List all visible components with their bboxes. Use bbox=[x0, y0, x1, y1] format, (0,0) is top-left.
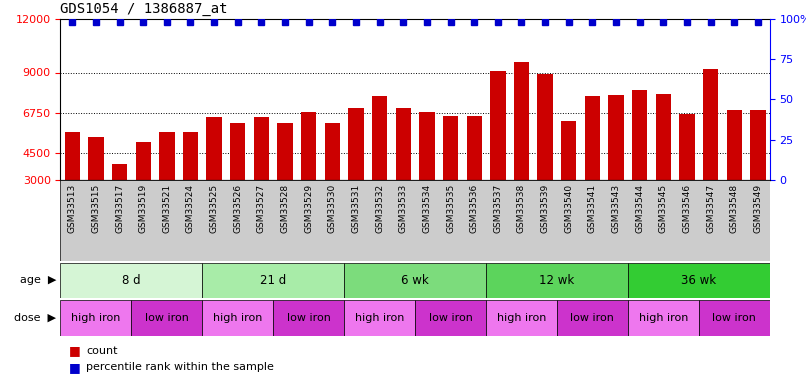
Bar bbox=[655, 94, 671, 180]
Text: GSM33541: GSM33541 bbox=[588, 184, 597, 233]
Text: dose  ▶: dose ▶ bbox=[15, 313, 56, 323]
Bar bbox=[277, 123, 293, 180]
Text: GSM33513: GSM33513 bbox=[68, 184, 77, 233]
Bar bbox=[112, 164, 127, 180]
Text: high iron: high iron bbox=[355, 313, 405, 323]
Text: low iron: low iron bbox=[429, 313, 472, 323]
Bar bbox=[206, 117, 222, 180]
Bar bbox=[325, 123, 340, 180]
Text: GSM33534: GSM33534 bbox=[422, 184, 431, 233]
Text: GSM33519: GSM33519 bbox=[139, 184, 147, 233]
Text: low iron: low iron bbox=[145, 313, 189, 323]
Text: GSM33527: GSM33527 bbox=[257, 184, 266, 233]
Bar bbox=[159, 132, 175, 180]
Bar bbox=[538, 74, 553, 180]
Text: low iron: low iron bbox=[713, 313, 756, 323]
Text: high iron: high iron bbox=[71, 313, 121, 323]
Bar bbox=[254, 117, 269, 180]
Bar bbox=[301, 112, 317, 180]
Bar bbox=[88, 137, 104, 180]
Bar bbox=[490, 71, 505, 180]
Text: GSM33530: GSM33530 bbox=[328, 184, 337, 233]
Text: high iron: high iron bbox=[638, 313, 688, 323]
Text: GSM33548: GSM33548 bbox=[729, 184, 739, 233]
Bar bbox=[415, 300, 486, 336]
Bar bbox=[419, 112, 434, 180]
Bar bbox=[60, 300, 131, 336]
Bar bbox=[750, 110, 766, 180]
Text: GSM33521: GSM33521 bbox=[162, 184, 172, 233]
Bar bbox=[513, 62, 530, 180]
Text: ■: ■ bbox=[69, 344, 81, 357]
Bar bbox=[679, 114, 695, 180]
Text: GSM33536: GSM33536 bbox=[470, 184, 479, 233]
Text: GSM33515: GSM33515 bbox=[91, 184, 101, 233]
Bar bbox=[344, 300, 415, 336]
Text: high iron: high iron bbox=[213, 313, 263, 323]
Text: GSM33525: GSM33525 bbox=[210, 184, 218, 233]
Bar bbox=[584, 96, 600, 180]
Bar bbox=[64, 132, 80, 180]
Bar bbox=[230, 123, 246, 180]
Text: high iron: high iron bbox=[496, 313, 546, 323]
Text: 12 wk: 12 wk bbox=[539, 274, 575, 287]
Text: 6 wk: 6 wk bbox=[401, 274, 429, 287]
Bar bbox=[202, 262, 344, 298]
Bar bbox=[202, 300, 273, 336]
Bar bbox=[442, 116, 459, 180]
Text: low iron: low iron bbox=[287, 313, 330, 323]
Bar bbox=[135, 142, 151, 180]
Text: GSM33543: GSM33543 bbox=[612, 184, 621, 233]
Text: 36 wk: 36 wk bbox=[681, 274, 717, 287]
Text: low iron: low iron bbox=[571, 313, 614, 323]
Text: GSM33526: GSM33526 bbox=[233, 184, 243, 233]
Text: GSM33535: GSM33535 bbox=[446, 184, 455, 233]
Text: GSM33546: GSM33546 bbox=[683, 184, 692, 233]
Text: GSM33517: GSM33517 bbox=[115, 184, 124, 233]
Bar bbox=[486, 300, 557, 336]
Bar bbox=[561, 121, 576, 180]
Text: GSM33524: GSM33524 bbox=[186, 184, 195, 233]
Text: GSM33537: GSM33537 bbox=[493, 184, 502, 233]
Bar bbox=[628, 262, 770, 298]
Bar bbox=[396, 108, 411, 180]
Text: GSM33529: GSM33529 bbox=[304, 184, 314, 233]
Bar bbox=[273, 300, 344, 336]
Text: GSM33528: GSM33528 bbox=[280, 184, 289, 233]
Bar bbox=[703, 69, 718, 180]
Bar bbox=[372, 96, 388, 180]
Bar bbox=[632, 90, 647, 180]
Text: GSM33538: GSM33538 bbox=[517, 184, 526, 233]
Text: GSM33544: GSM33544 bbox=[635, 184, 644, 233]
Bar bbox=[467, 116, 482, 180]
Text: age  ▶: age ▶ bbox=[20, 275, 56, 285]
Text: GSM33547: GSM33547 bbox=[706, 184, 715, 233]
Bar bbox=[486, 262, 628, 298]
Text: GSM33545: GSM33545 bbox=[659, 184, 668, 233]
Text: count: count bbox=[86, 346, 118, 355]
Bar bbox=[699, 300, 770, 336]
Text: 21 d: 21 d bbox=[260, 274, 286, 287]
Text: GSM33531: GSM33531 bbox=[351, 184, 360, 233]
Bar bbox=[131, 300, 202, 336]
Bar bbox=[60, 262, 202, 298]
Text: GSM33532: GSM33532 bbox=[375, 184, 384, 233]
Text: GSM33540: GSM33540 bbox=[564, 184, 573, 233]
Bar bbox=[557, 300, 628, 336]
Bar bbox=[726, 110, 742, 180]
Text: GSM33533: GSM33533 bbox=[399, 184, 408, 233]
Text: 8 d: 8 d bbox=[122, 274, 141, 287]
Bar bbox=[344, 262, 486, 298]
Text: GDS1054 / 1386887_at: GDS1054 / 1386887_at bbox=[60, 2, 228, 16]
Bar bbox=[609, 95, 624, 180]
Text: GSM33539: GSM33539 bbox=[541, 184, 550, 233]
Text: percentile rank within the sample: percentile rank within the sample bbox=[86, 363, 274, 372]
Text: GSM33549: GSM33549 bbox=[754, 184, 762, 233]
Bar bbox=[628, 300, 699, 336]
Bar bbox=[348, 108, 364, 180]
Bar bbox=[183, 132, 198, 180]
Text: ■: ■ bbox=[69, 361, 81, 374]
